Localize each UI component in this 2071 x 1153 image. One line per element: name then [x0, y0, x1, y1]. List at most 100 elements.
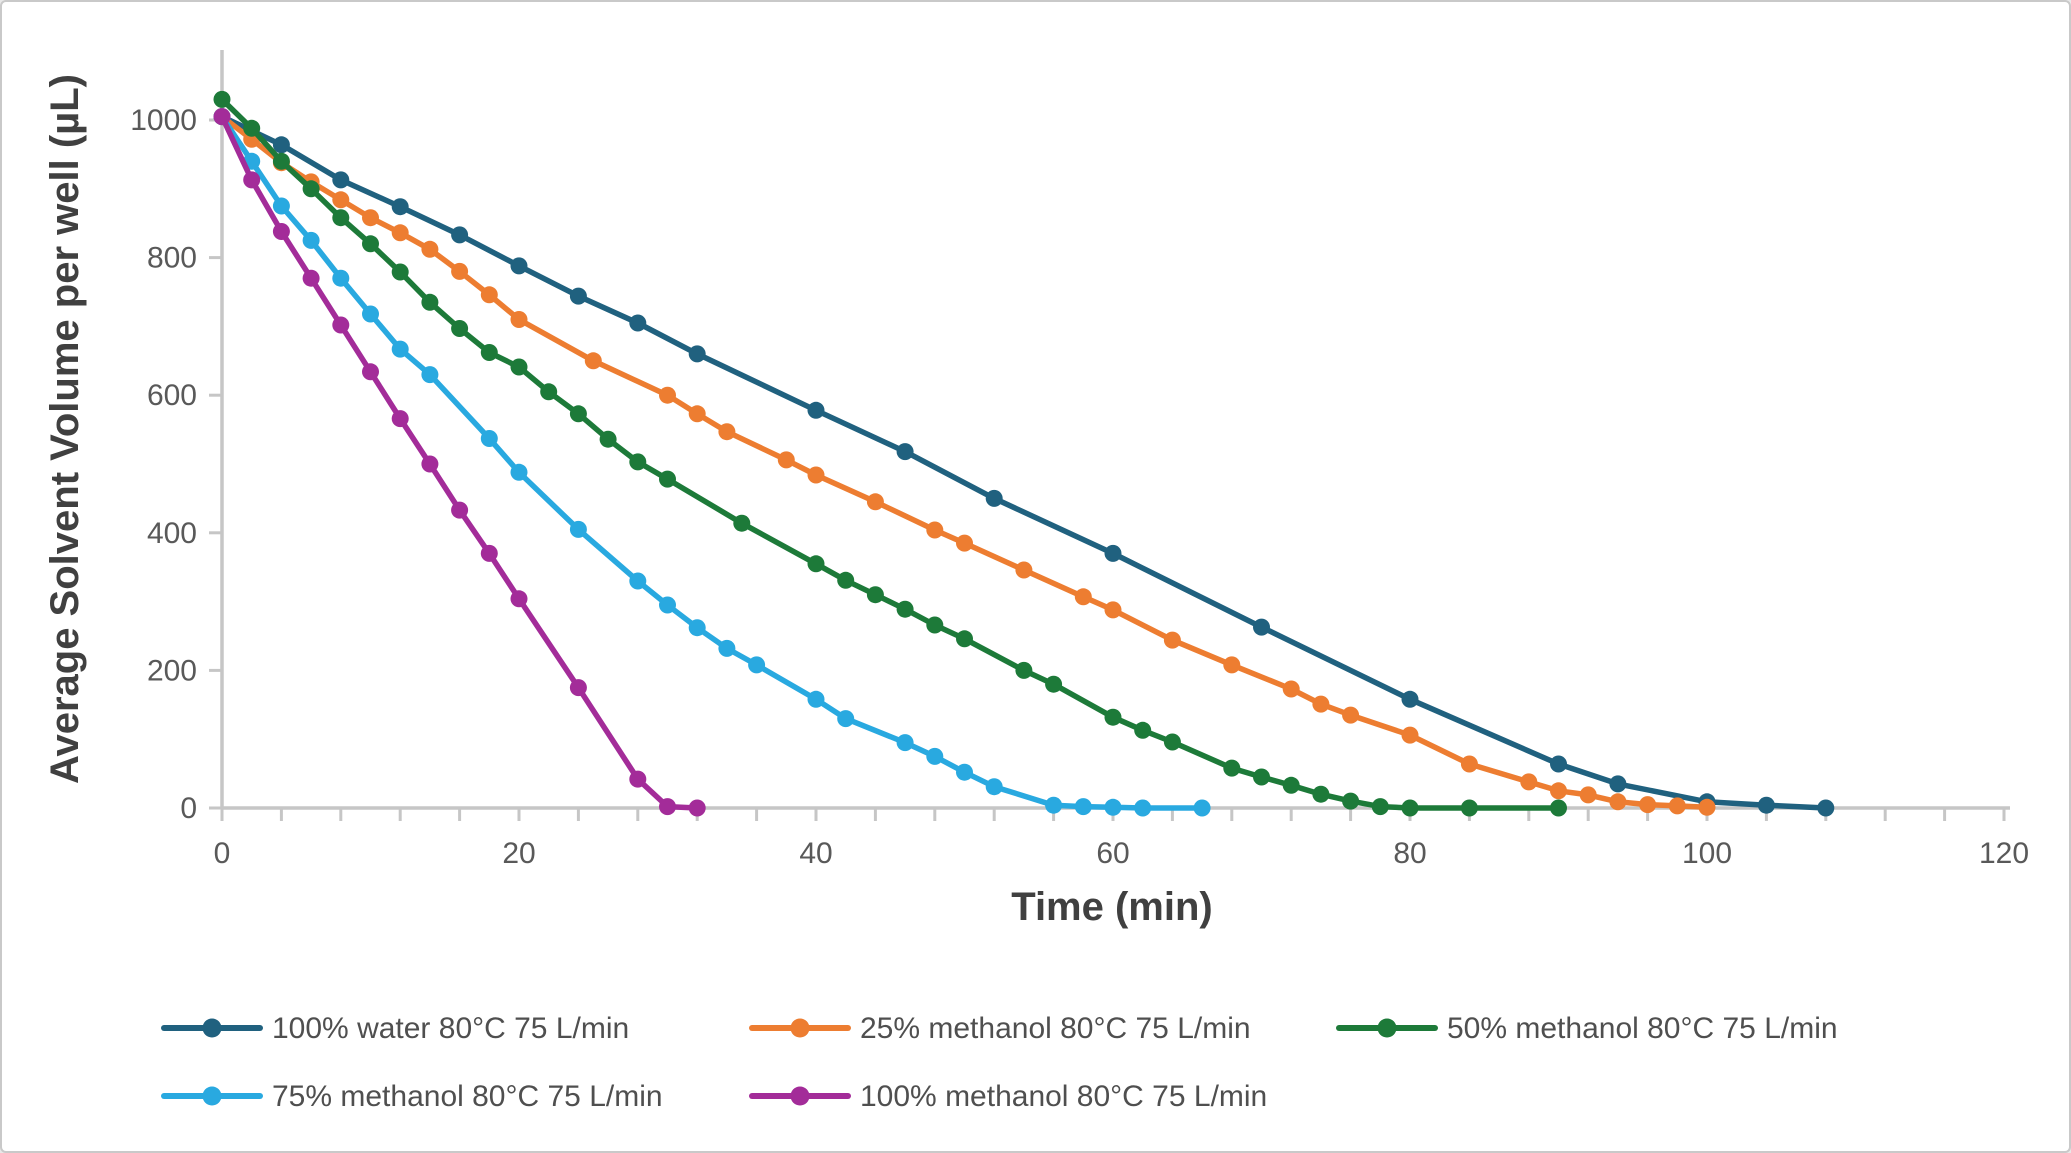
data-point-marker [1460, 755, 1478, 773]
data-point-marker [391, 340, 409, 358]
legend-label: 50% methanol 80°C 75 L/min [1447, 1012, 1838, 1045]
data-point-marker [540, 383, 558, 401]
series-3 [213, 108, 1211, 817]
legend-label: 75% methanol 80°C 75 L/min [272, 1080, 663, 1113]
data-point-marker [1015, 561, 1033, 579]
data-point-marker [1104, 798, 1122, 816]
data-point-marker [1639, 796, 1657, 814]
data-point-marker [1045, 796, 1063, 814]
data-point-marker [362, 209, 379, 227]
x-tick-label: 120 [1979, 837, 2029, 870]
x-tick-label: 20 [502, 837, 535, 870]
data-point-marker [362, 235, 379, 253]
data-point-marker [302, 180, 320, 198]
data-point-marker [1609, 793, 1627, 811]
data-point-marker [777, 451, 795, 469]
legend-item-2: 50% methanol 80°C 75 L/min [1336, 1012, 1838, 1045]
data-point-marker [332, 191, 350, 209]
data-point-marker [688, 405, 706, 423]
data-point-marker [1550, 755, 1567, 773]
data-point-marker [1342, 706, 1360, 724]
data-point-marker [1104, 601, 1122, 619]
data-point-marker [302, 231, 320, 249]
legend-item-4: 100% methanol 80°C 75 L/min [749, 1080, 1267, 1113]
data-point-marker [896, 600, 914, 618]
data-point-marker [985, 778, 1003, 796]
data-point-marker [1520, 773, 1538, 791]
data-point-marker [688, 799, 706, 817]
x-tick-label: 60 [1096, 837, 1129, 870]
data-point-marker [926, 747, 944, 765]
x-tick-label: 40 [799, 837, 832, 870]
legend: 100% water 80°C 75 L/min 25% methanol 80°… [161, 1012, 1838, 1113]
data-point-marker [451, 320, 469, 337]
data-point-marker [718, 423, 736, 441]
series-2 [213, 90, 1567, 817]
series-1 [213, 108, 1716, 816]
data-point-marker [807, 466, 825, 484]
data-point-marker [213, 108, 231, 126]
data-point-marker [510, 358, 528, 376]
data-point-marker [569, 287, 587, 305]
data-point-marker [1579, 786, 1597, 804]
data-point-marker [391, 263, 409, 281]
data-point-marker [302, 269, 320, 287]
data-point-marker [659, 798, 676, 816]
axes-layer: 0 200 400 600 800 1000 0 20 40 60 80 100 120 [130, 50, 2029, 870]
data-point-marker [480, 430, 498, 447]
data-point-marker [1668, 797, 1686, 815]
data-point-marker [1460, 799, 1478, 817]
data-point-marker [569, 679, 587, 697]
data-point-marker [272, 197, 290, 215]
data-point-marker [866, 586, 884, 604]
data-point-marker [1371, 798, 1389, 816]
data-point-marker [1312, 785, 1330, 803]
data-point-marker [1401, 690, 1419, 708]
data-point-marker [1312, 695, 1330, 713]
data-point-marker [213, 90, 231, 108]
data-point-marker [332, 316, 350, 334]
data-point-marker [956, 763, 973, 781]
x-tick-label: 80 [1393, 837, 1426, 870]
series-markers [213, 90, 1567, 817]
y-axis-title: Average Solvent Volume per well (µL) [43, 74, 87, 784]
series-line [219, 113, 1710, 811]
series-markers [213, 108, 1716, 816]
data-point-marker [1223, 759, 1241, 777]
data-point-marker [688, 619, 706, 637]
data-point-marker [629, 572, 647, 590]
series-line [219, 113, 1829, 811]
data-point-marker [1342, 792, 1360, 810]
data-point-marker [659, 470, 676, 488]
x-tick-label: 0 [214, 837, 231, 870]
data-point-marker [243, 119, 261, 137]
data-point-marker [1223, 656, 1241, 674]
data-point-marker [480, 286, 498, 304]
data-point-marker [1163, 631, 1181, 649]
data-point-marker [1282, 776, 1300, 794]
data-point-marker [807, 401, 825, 419]
legend-marker-dot [790, 1018, 810, 1038]
legend-marker-dot [1377, 1018, 1397, 1038]
x-tick-label: 100 [1682, 837, 1732, 870]
data-point-marker [451, 262, 469, 280]
y-tick-label: 0 [180, 792, 197, 825]
data-point-marker [629, 314, 647, 332]
data-point-marker [332, 269, 350, 287]
y-tick-label: 800 [147, 242, 197, 275]
legend-label: 25% methanol 80°C 75 L/min [860, 1012, 1251, 1045]
data-point-marker [421, 455, 439, 473]
data-point-marker [510, 590, 528, 608]
legend-marker-dot [202, 1086, 222, 1106]
data-point-marker [718, 639, 736, 657]
data-point-marker [599, 430, 617, 448]
legend-item-0: 100% water 80°C 75 L/min [161, 1012, 629, 1045]
y-tick-label: 600 [147, 379, 197, 412]
data-point-marker [1134, 721, 1152, 739]
data-point-marker [332, 171, 350, 189]
data-point-marker [956, 534, 973, 552]
y-tick-label: 200 [147, 654, 197, 687]
data-point-marker [451, 226, 469, 244]
legend-label: 100% water 80°C 75 L/min [272, 1012, 629, 1045]
